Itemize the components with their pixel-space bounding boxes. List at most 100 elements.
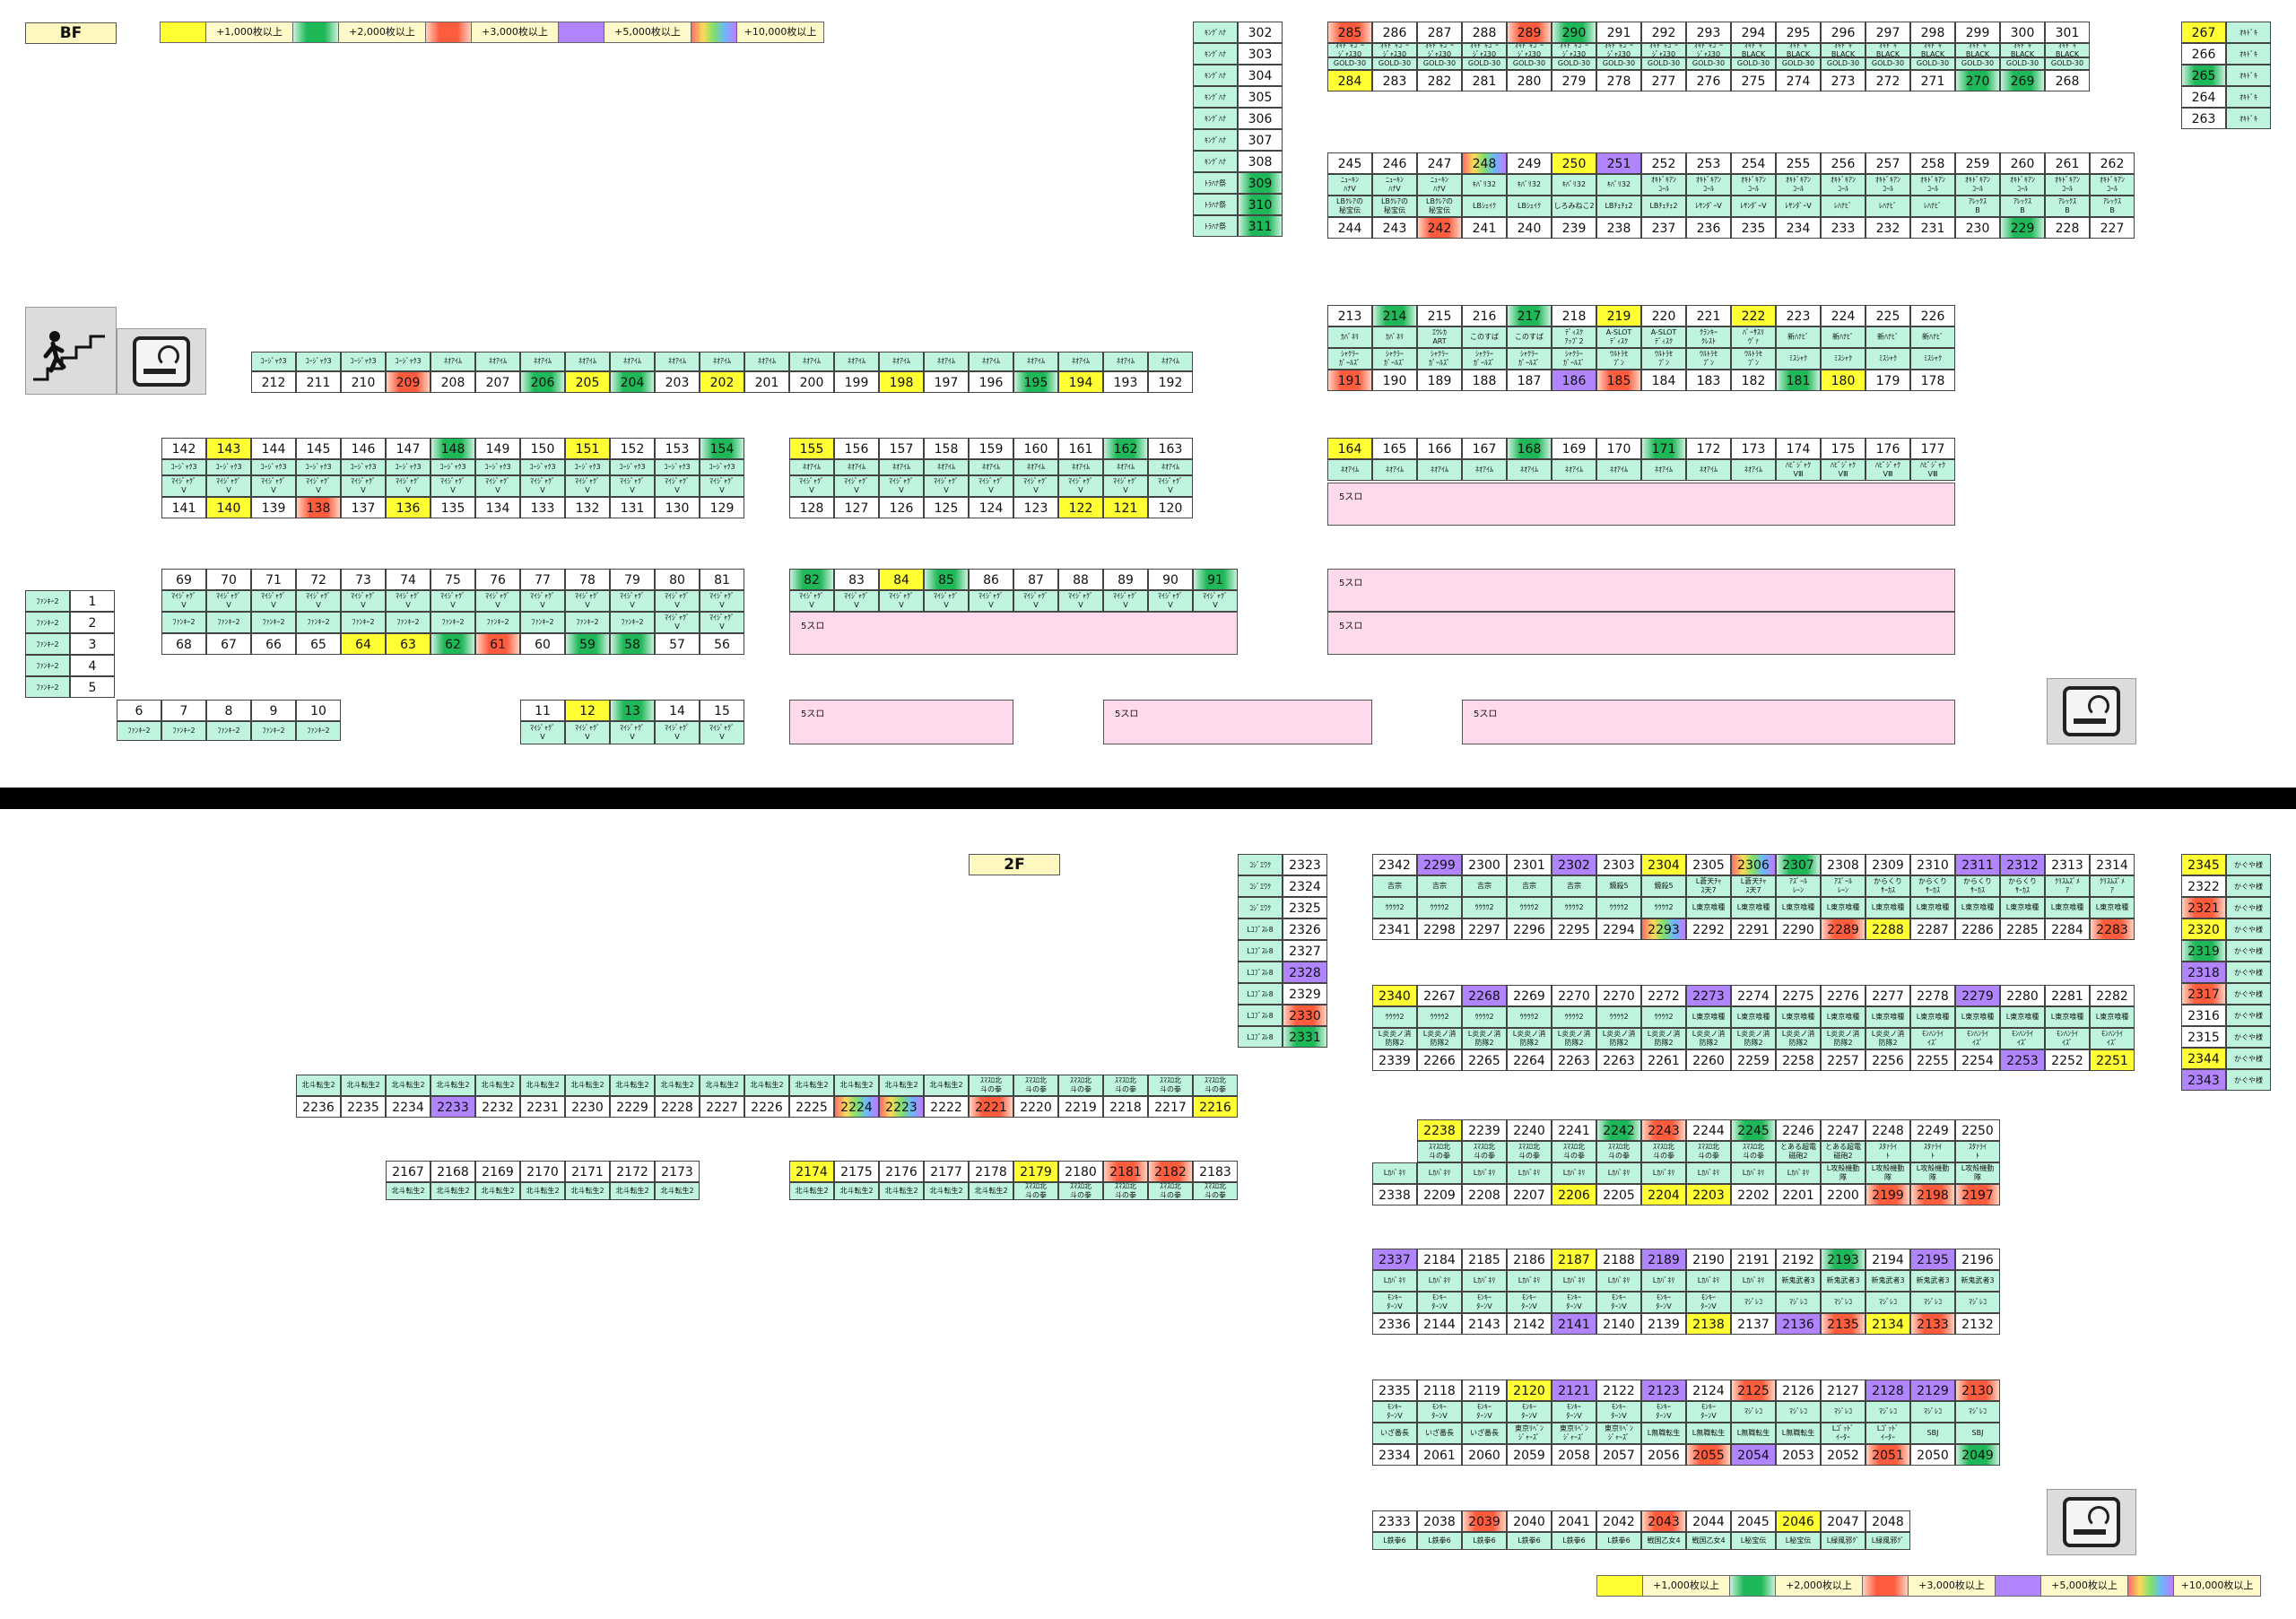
machine-number[interactable]: 246 xyxy=(1372,152,1417,174)
machine-number[interactable]: 231 xyxy=(1910,217,1955,239)
machine-number[interactable]: 221 xyxy=(1686,305,1731,326)
machine-number[interactable]: 77 xyxy=(520,569,565,590)
machine-number[interactable]: 2252 xyxy=(2045,1049,2090,1071)
machine-number[interactable]: 2287 xyxy=(1910,918,1955,940)
machine-number[interactable]: 198 xyxy=(879,371,924,393)
machine-number[interactable]: 2289 xyxy=(1821,918,1866,940)
machine-number[interactable]: 2310 xyxy=(1910,854,1955,875)
machine-number[interactable]: 2051 xyxy=(1866,1444,1910,1466)
machine-number[interactable]: 2046 xyxy=(1776,1510,1821,1532)
machine-number[interactable]: 281 xyxy=(1462,70,1507,91)
machine-number[interactable]: 2135 xyxy=(1821,1313,1866,1335)
machine-number[interactable]: 2328 xyxy=(1283,962,1327,983)
machine-number[interactable]: 203 xyxy=(655,371,700,393)
machine-number[interactable]: 191 xyxy=(1327,370,1372,391)
machine-number[interactable]: 64 xyxy=(341,633,386,655)
machine-number[interactable]: 245 xyxy=(1327,152,1372,174)
machine-number[interactable]: 2186 xyxy=(1507,1249,1552,1270)
machine-number[interactable]: 59 xyxy=(565,633,610,655)
machine-number[interactable]: 292 xyxy=(1641,22,1686,43)
machine-number[interactable]: 2206 xyxy=(1552,1184,1596,1206)
machine-number[interactable]: 2340 xyxy=(1372,985,1417,1006)
machine-number[interactable]: 209 xyxy=(386,371,430,393)
machine-number[interactable]: 125 xyxy=(924,497,969,518)
machine-number[interactable]: 9 xyxy=(251,700,296,721)
machine-number[interactable]: 2315 xyxy=(2181,1026,2226,1048)
machine-number[interactable]: 263 xyxy=(2181,108,2226,129)
machine-number[interactable]: 65 xyxy=(296,633,341,655)
machine-number[interactable]: 86 xyxy=(969,569,1013,590)
machine-number[interactable]: 78 xyxy=(565,569,610,590)
machine-number[interactable]: 2143 xyxy=(1462,1313,1507,1335)
machine-number[interactable]: 266 xyxy=(2181,43,2226,65)
machine-number[interactable]: 212 xyxy=(251,371,296,393)
machine-number[interactable]: 2284 xyxy=(2045,918,2090,940)
machine-number[interactable]: 2184 xyxy=(1417,1249,1462,1270)
machine-number[interactable]: 133 xyxy=(520,497,565,518)
machine-number[interactable]: 242 xyxy=(1417,217,1462,239)
machine-number[interactable]: 2168 xyxy=(430,1161,475,1182)
machine-number[interactable]: 2278 xyxy=(1910,985,1955,1006)
machine-number[interactable]: 2125 xyxy=(1731,1380,1776,1401)
machine-number[interactable]: 271 xyxy=(1910,70,1955,91)
machine-number[interactable]: 2266 xyxy=(1417,1049,1462,1071)
machine-number[interactable]: 2185 xyxy=(1462,1249,1507,1270)
machine-number[interactable]: 165 xyxy=(1372,438,1417,459)
machine-number[interactable]: 15 xyxy=(700,700,744,721)
machine-number[interactable]: 123 xyxy=(1013,497,1058,518)
machine-number[interactable]: 2241 xyxy=(1552,1119,1596,1141)
machine-number[interactable]: 2054 xyxy=(1731,1444,1776,1466)
machine-number[interactable]: 2269 xyxy=(1507,985,1552,1006)
machine-number[interactable]: 186 xyxy=(1552,370,1596,391)
machine-number[interactable]: 161 xyxy=(1058,438,1103,459)
machine-number[interactable]: 2191 xyxy=(1731,1249,1776,1270)
machine-number[interactable]: 276 xyxy=(1686,70,1731,91)
machine-number[interactable]: 2204 xyxy=(1641,1184,1686,1206)
machine-number[interactable]: 239 xyxy=(1552,217,1596,239)
machine-number[interactable]: 2260 xyxy=(1686,1049,1731,1071)
machine-number[interactable]: 2299 xyxy=(1417,854,1462,875)
machine-number[interactable]: 2341 xyxy=(1372,918,1417,940)
machine-number[interactable]: 168 xyxy=(1507,438,1552,459)
machine-number[interactable]: 233 xyxy=(1821,217,1866,239)
machine-number[interactable]: 2291 xyxy=(1731,918,1776,940)
machine-number[interactable]: 2189 xyxy=(1641,1249,1686,1270)
machine-number[interactable]: 126 xyxy=(879,497,924,518)
machine-number[interactable]: 290 xyxy=(1552,22,1596,43)
machine-number[interactable]: 2173 xyxy=(655,1161,700,1182)
machine-number[interactable]: 208 xyxy=(430,371,475,393)
machine-number[interactable]: 167 xyxy=(1462,438,1507,459)
machine-number[interactable]: 2253 xyxy=(2000,1049,2045,1071)
machine-number[interactable]: 2134 xyxy=(1866,1313,1910,1335)
machine-number[interactable]: 2232 xyxy=(475,1096,520,1118)
machine-number[interactable]: 2247 xyxy=(1821,1119,1866,1141)
machine-number[interactable]: 268 xyxy=(2045,70,2090,91)
machine-number[interactable]: 202 xyxy=(700,371,744,393)
machine-number[interactable]: 174 xyxy=(1776,438,1821,459)
machine-number[interactable]: 2290 xyxy=(1776,918,1821,940)
machine-number[interactable]: 267 xyxy=(2181,22,2226,43)
machine-number[interactable]: 2056 xyxy=(1641,1444,1686,1466)
machine-number[interactable]: 188 xyxy=(1462,370,1507,391)
machine-number[interactable]: 2239 xyxy=(1462,1119,1507,1141)
machine-number[interactable]: 2337 xyxy=(1372,1249,1417,1270)
machine-number[interactable]: 2308 xyxy=(1821,854,1866,875)
machine-number[interactable]: 140 xyxy=(206,497,251,518)
machine-number[interactable]: 2309 xyxy=(1866,854,1910,875)
machine-number[interactable]: 127 xyxy=(834,497,879,518)
machine-number[interactable]: 248 xyxy=(1462,152,1507,174)
machine-number[interactable]: 2298 xyxy=(1417,918,1462,940)
machine-number[interactable]: 128 xyxy=(789,497,834,518)
machine-number[interactable]: 225 xyxy=(1866,305,1910,326)
machine-number[interactable]: 2182 xyxy=(1148,1161,1193,1182)
machine-number[interactable]: 1 xyxy=(70,590,115,612)
machine-number[interactable]: 124 xyxy=(969,497,1013,518)
machine-number[interactable]: 2272 xyxy=(1641,985,1686,1006)
machine-number[interactable]: 2335 xyxy=(1372,1380,1417,1401)
machine-number[interactable]: 2279 xyxy=(1955,985,2000,1006)
machine-number[interactable]: 152 xyxy=(610,438,655,459)
machine-number[interactable]: 2320 xyxy=(2181,918,2226,940)
machine-number[interactable]: 2297 xyxy=(1462,918,1507,940)
machine-number[interactable]: 2329 xyxy=(1283,983,1327,1005)
machine-number[interactable]: 2238 xyxy=(1417,1119,1462,1141)
